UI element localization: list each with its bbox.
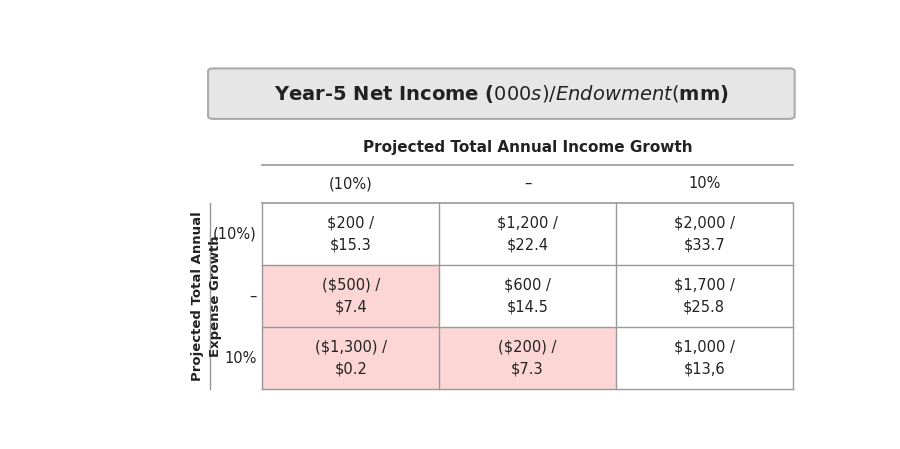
- Text: 10%: 10%: [688, 176, 720, 191]
- Text: $1,000 /
$13,6: $1,000 / $13,6: [674, 339, 734, 377]
- FancyBboxPatch shape: [208, 68, 795, 119]
- Text: –: –: [249, 288, 256, 304]
- Text: $2,000 /
$33.7: $2,000 / $33.7: [674, 215, 734, 252]
- Text: ($500) /
$7.4: ($500) / $7.4: [321, 277, 380, 314]
- Text: $600 /
$14.5: $600 / $14.5: [504, 277, 551, 314]
- Text: 10%: 10%: [224, 351, 256, 365]
- Text: Year-5 Net Income ($000s) / Endowment ($mm): Year-5 Net Income ($000s) / Endowment ($…: [274, 83, 729, 105]
- Text: Projected Total Annual Income Growth: Projected Total Annual Income Growth: [363, 140, 692, 155]
- Text: ($1,300) /
$0.2: ($1,300) / $0.2: [315, 339, 387, 377]
- Text: ($200) /
$7.3: ($200) / $7.3: [499, 339, 557, 377]
- Text: Projected Total Annual
Expense Growth: Projected Total Annual Expense Growth: [191, 211, 222, 381]
- Text: (10%): (10%): [213, 226, 256, 241]
- Text: $1,700 /
$25.8: $1,700 / $25.8: [674, 277, 734, 314]
- Text: $1,200 /
$22.4: $1,200 / $22.4: [497, 215, 558, 252]
- Text: –: –: [524, 176, 531, 191]
- Text: (10%): (10%): [328, 176, 373, 191]
- Text: $200 /
$15.3: $200 / $15.3: [328, 215, 374, 252]
